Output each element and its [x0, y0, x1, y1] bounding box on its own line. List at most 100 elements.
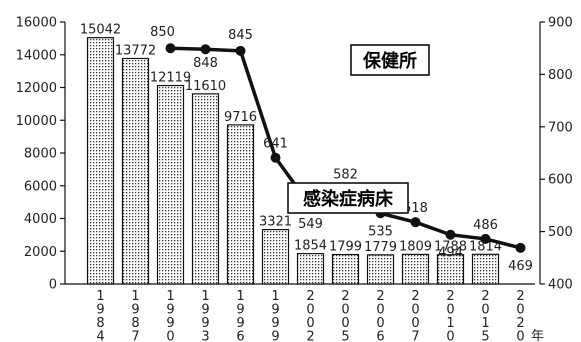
bar	[471, 253, 500, 285]
x-tick-label: 9	[166, 303, 174, 318]
x-tick-label: 8	[96, 316, 104, 331]
line-value-label: 848	[193, 56, 218, 71]
bar-value-label: 1799	[329, 240, 362, 255]
y-left-tick-label: 0	[49, 278, 57, 293]
x-axis-unit: 年	[531, 329, 544, 342]
line-series-label: 保健所	[362, 50, 417, 72]
bar	[366, 254, 395, 285]
line-point	[235, 45, 246, 56]
series-labels: 保健所 感染症病床	[287, 44, 430, 214]
x-tick-label: 2	[516, 316, 524, 331]
y-left-tick-label: 16000	[16, 16, 57, 31]
bar-value-label: 1788	[434, 240, 467, 255]
x-tick-label: 7	[131, 330, 139, 342]
y-right-tick-label: 600	[548, 173, 573, 188]
x-tick-label: 0	[341, 316, 349, 331]
bar-value-label: 1814	[469, 239, 502, 254]
line-point	[200, 44, 211, 55]
bar-value-label: 12119	[150, 71, 191, 86]
x-tick-label: 9	[236, 303, 244, 318]
line-value-label: 582	[333, 168, 358, 183]
line-point	[515, 242, 526, 253]
x-tick-label: 2	[306, 289, 314, 304]
y-right-tick-label: 900	[548, 16, 573, 31]
bar	[191, 93, 220, 285]
bar-value-label: 13772	[115, 43, 156, 58]
y-right-tick-label: 400	[548, 278, 573, 293]
bar	[226, 124, 255, 285]
x-tick-label: 2	[516, 289, 524, 304]
y-left-tick-label: 8000	[24, 147, 57, 162]
x-tick-label: 1	[271, 289, 279, 304]
bar-value-label: 9716	[224, 110, 257, 125]
x-tick-label: 9	[271, 330, 279, 342]
line-value-label: 486	[473, 218, 498, 233]
bar	[121, 57, 150, 285]
line-point	[410, 217, 421, 228]
x-tick-label: 1	[481, 316, 489, 331]
bar-value-label: 1809	[399, 239, 432, 254]
x-tick-label: 4	[96, 330, 104, 342]
x-tick-label: 0	[446, 330, 454, 342]
x-tick-label: 9	[201, 303, 209, 318]
x-tick-label: 0	[481, 303, 489, 318]
x-tick-label: 1	[446, 316, 454, 331]
x-tick-label: 0	[516, 303, 524, 318]
line-point	[445, 229, 456, 240]
x-tick-label: 5	[481, 330, 489, 342]
bar	[296, 253, 325, 285]
y-right-tick-label: 500	[548, 225, 573, 240]
x-tick-label: 0	[411, 316, 419, 331]
x-tick-label: 0	[166, 330, 174, 342]
bar-value-label: 15042	[80, 23, 121, 38]
x-tick-label: 1	[131, 289, 139, 304]
line-value-label: 641	[263, 137, 288, 152]
bar	[436, 254, 465, 285]
y-left-tick-label: 4000	[24, 212, 57, 227]
x-tick-label: 2	[446, 289, 454, 304]
x-tick-label: 5	[341, 330, 349, 342]
x-tick-label: 3	[201, 330, 209, 342]
line-point	[480, 233, 491, 244]
x-tick-label: 1	[166, 289, 174, 304]
bar	[86, 37, 115, 285]
bar-value-label: 3321	[259, 215, 292, 230]
x-tick-label: 9	[201, 316, 209, 331]
x-tick-label: 1	[201, 289, 209, 304]
line-point	[270, 152, 281, 163]
x-tick-label: 2	[481, 289, 489, 304]
line-series-label-box	[350, 44, 430, 76]
x-tick-label: 6	[376, 330, 384, 342]
bar-series-label: 感染症病床	[303, 188, 394, 210]
x-tick-label: 0	[516, 330, 524, 342]
x-tick-label: 2	[376, 289, 384, 304]
x-tick-label: 9	[236, 316, 244, 331]
x-tick-label: 2	[411, 289, 419, 304]
x-tick-label: 0	[446, 303, 454, 318]
line-point	[165, 43, 176, 54]
x-tick-label: 0	[306, 316, 314, 331]
x-tick-label: 8	[131, 316, 139, 331]
line-value-label: 535	[368, 224, 393, 239]
x-tick-label: 1	[96, 289, 104, 304]
bar-value-label: 1854	[294, 239, 327, 254]
line-value-label: 469	[508, 259, 533, 274]
line-value-label: 850	[150, 25, 175, 40]
line-value-label: 845	[228, 28, 253, 43]
y-right-tick-label: 700	[548, 120, 573, 135]
x-tick-label: 9	[271, 303, 279, 318]
y-left-tick-label: 14000	[16, 48, 57, 63]
x-tick-label: 0	[341, 303, 349, 318]
x-tick-label: 0	[376, 303, 384, 318]
x-tick-label: 1	[236, 289, 244, 304]
line-value-label: 549	[298, 217, 323, 232]
x-tick-label: 0	[411, 303, 419, 318]
x-tick-label: 0	[376, 316, 384, 331]
y-left-tick-label: 12000	[16, 81, 57, 96]
y-left-tick-label: 10000	[16, 114, 57, 129]
x-tick-label: 2	[306, 330, 314, 342]
y-left-tick-label: 6000	[24, 179, 57, 194]
line-value-label: 518	[403, 201, 428, 216]
